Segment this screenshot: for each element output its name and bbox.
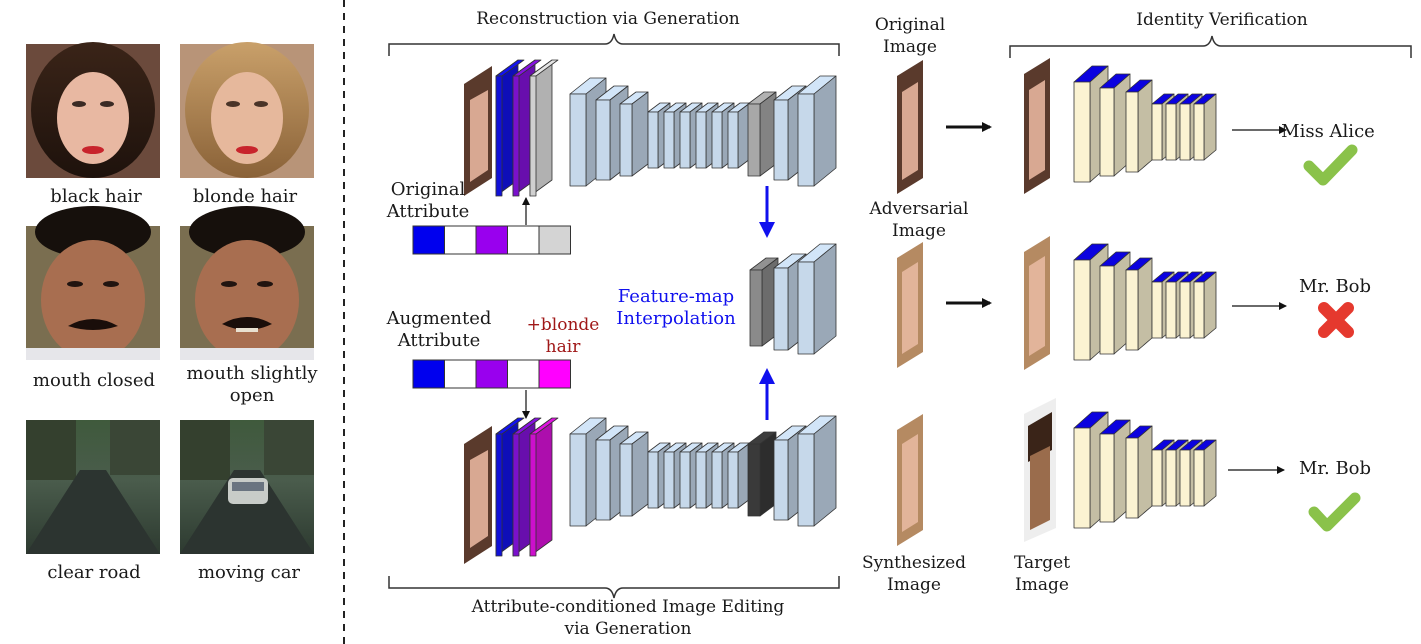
feature-map-layer: [619, 431, 649, 517]
original-image: [897, 60, 923, 194]
caption-clear-road: clear road: [47, 562, 140, 583]
bottom-generator: [464, 415, 837, 564]
caption-moving-car: moving car: [198, 562, 300, 583]
adversarial-image-label-line2: Image: [892, 221, 946, 241]
original-attribute-label-line2: Attribute: [386, 201, 470, 222]
feature-map-layer: [797, 415, 837, 527]
adversarial-image: [897, 242, 923, 368]
target-image-label-line2: Image: [1015, 575, 1069, 595]
photo-clear-road: [26, 420, 160, 554]
bottom-bracket-label: Attribute-conditioned Image Editing: [471, 597, 785, 617]
attribute-cell: [475, 225, 508, 255]
result-label-3: Mr. Bob: [1299, 458, 1371, 479]
interp-arrow-down: [759, 186, 775, 238]
attribute-cell: [412, 359, 445, 389]
center-panel: Reconstruction via Generation Attribute-…: [386, 9, 840, 639]
feature-map-layer: [747, 91, 777, 177]
verification-bracket: [1009, 35, 1412, 58]
verify-face-1: [1024, 58, 1050, 194]
feature-map-layer: [747, 431, 777, 517]
caption-mouth-open: mouth slightly: [186, 363, 318, 384]
augmented-attribute-label-line2: Attribute: [397, 330, 481, 351]
check-icon: [1303, 144, 1358, 186]
verify-face-target: [1024, 398, 1056, 542]
verifier-layer: [1125, 425, 1153, 519]
top-bracket: [388, 33, 840, 56]
verifier-layer: [1193, 271, 1217, 339]
attribute-cell: [444, 225, 477, 255]
adversarial-image-label: Adversarial: [869, 199, 969, 219]
photo-black-hair: [26, 42, 160, 178]
verification-bracket-label: Identity Verification: [1136, 10, 1308, 30]
augmented-attribute-vector: [412, 359, 571, 389]
caption-blonde-hair: blonde hair: [193, 186, 298, 207]
caption-mouth-open-line2: open: [230, 385, 275, 406]
encoder-layer: [495, 417, 525, 557]
original-attribute-vector: [412, 225, 571, 255]
feature-map-layer: [797, 75, 837, 187]
verifier-layer: [1099, 419, 1131, 523]
plus-blonde-label: +blonde: [527, 315, 600, 335]
attribute-cell: [507, 359, 540, 389]
verify-face-2: [1024, 236, 1050, 370]
result-label-2: Mr. Bob: [1299, 276, 1371, 297]
photo-mouth-open: [180, 206, 314, 360]
encoder-layer: [529, 417, 559, 557]
feature-map-layer: [727, 442, 751, 509]
feature-map-layer: [727, 102, 751, 169]
top-input-face: [464, 66, 492, 196]
left-panel: black hair blonde hair mouth closed: [26, 42, 318, 583]
attribute-cell: [444, 359, 477, 389]
caption-mouth-closed: mouth closed: [33, 370, 155, 391]
original-image-label-line2: Image: [883, 37, 937, 57]
photo-blonde-hair: [180, 42, 314, 178]
augmented-attribute-label: Augmented: [386, 308, 492, 329]
attribute-cell: [538, 225, 571, 255]
encoder-layer: [512, 59, 542, 197]
caption-black-hair: black hair: [50, 186, 142, 207]
top-generator: [464, 59, 837, 197]
cross-icon: [1318, 302, 1354, 338]
target-image-label: Target: [1014, 553, 1070, 573]
verifier-layer: [1193, 439, 1217, 507]
bottom-bracket-label-line2: via Generation: [564, 619, 692, 639]
original-image-label: Original: [875, 15, 945, 35]
feature-map-layer: [797, 243, 837, 355]
synthesized-image: [897, 414, 923, 546]
photo-moving-car: [180, 420, 314, 554]
verifier-layer: [1125, 257, 1153, 351]
feature-map-layer: [619, 91, 649, 177]
verifier-layer: [1099, 73, 1131, 177]
attribute-cell: [538, 359, 571, 389]
verifier-layer: [1125, 79, 1153, 173]
attribute-cell: [412, 225, 445, 255]
original-attribute-label: Original: [391, 179, 466, 200]
bottom-input-face: [464, 426, 492, 564]
interpolation-label-line2: Interpolation: [616, 308, 736, 329]
check-icon: [1308, 492, 1361, 532]
synthesized-image-label-line2: Image: [887, 575, 941, 595]
bottom-bracket: [388, 576, 840, 599]
plus-blonde-label-line2: hair: [546, 337, 582, 357]
verifier-layer: [1193, 93, 1217, 161]
result-label-1: Miss Alice: [1281, 121, 1375, 142]
encoder-layer: [512, 417, 542, 557]
interp-arrow-up: [759, 368, 775, 420]
verifier-layer: [1099, 251, 1131, 355]
encoder-layer: [529, 59, 559, 197]
top-bracket-label: Reconstruction via Generation: [476, 9, 740, 29]
synthesized-image-label: Synthesized: [862, 553, 966, 573]
interpolation-label: Feature-map: [618, 286, 734, 307]
right-panel: Original Image Adversarial Image Synthes…: [862, 10, 1412, 595]
attribute-cell: [475, 359, 508, 389]
interpolated-feature-maps: [749, 243, 837, 355]
attribute-cell: [507, 225, 540, 255]
photo-mouth-closed: [26, 206, 160, 360]
